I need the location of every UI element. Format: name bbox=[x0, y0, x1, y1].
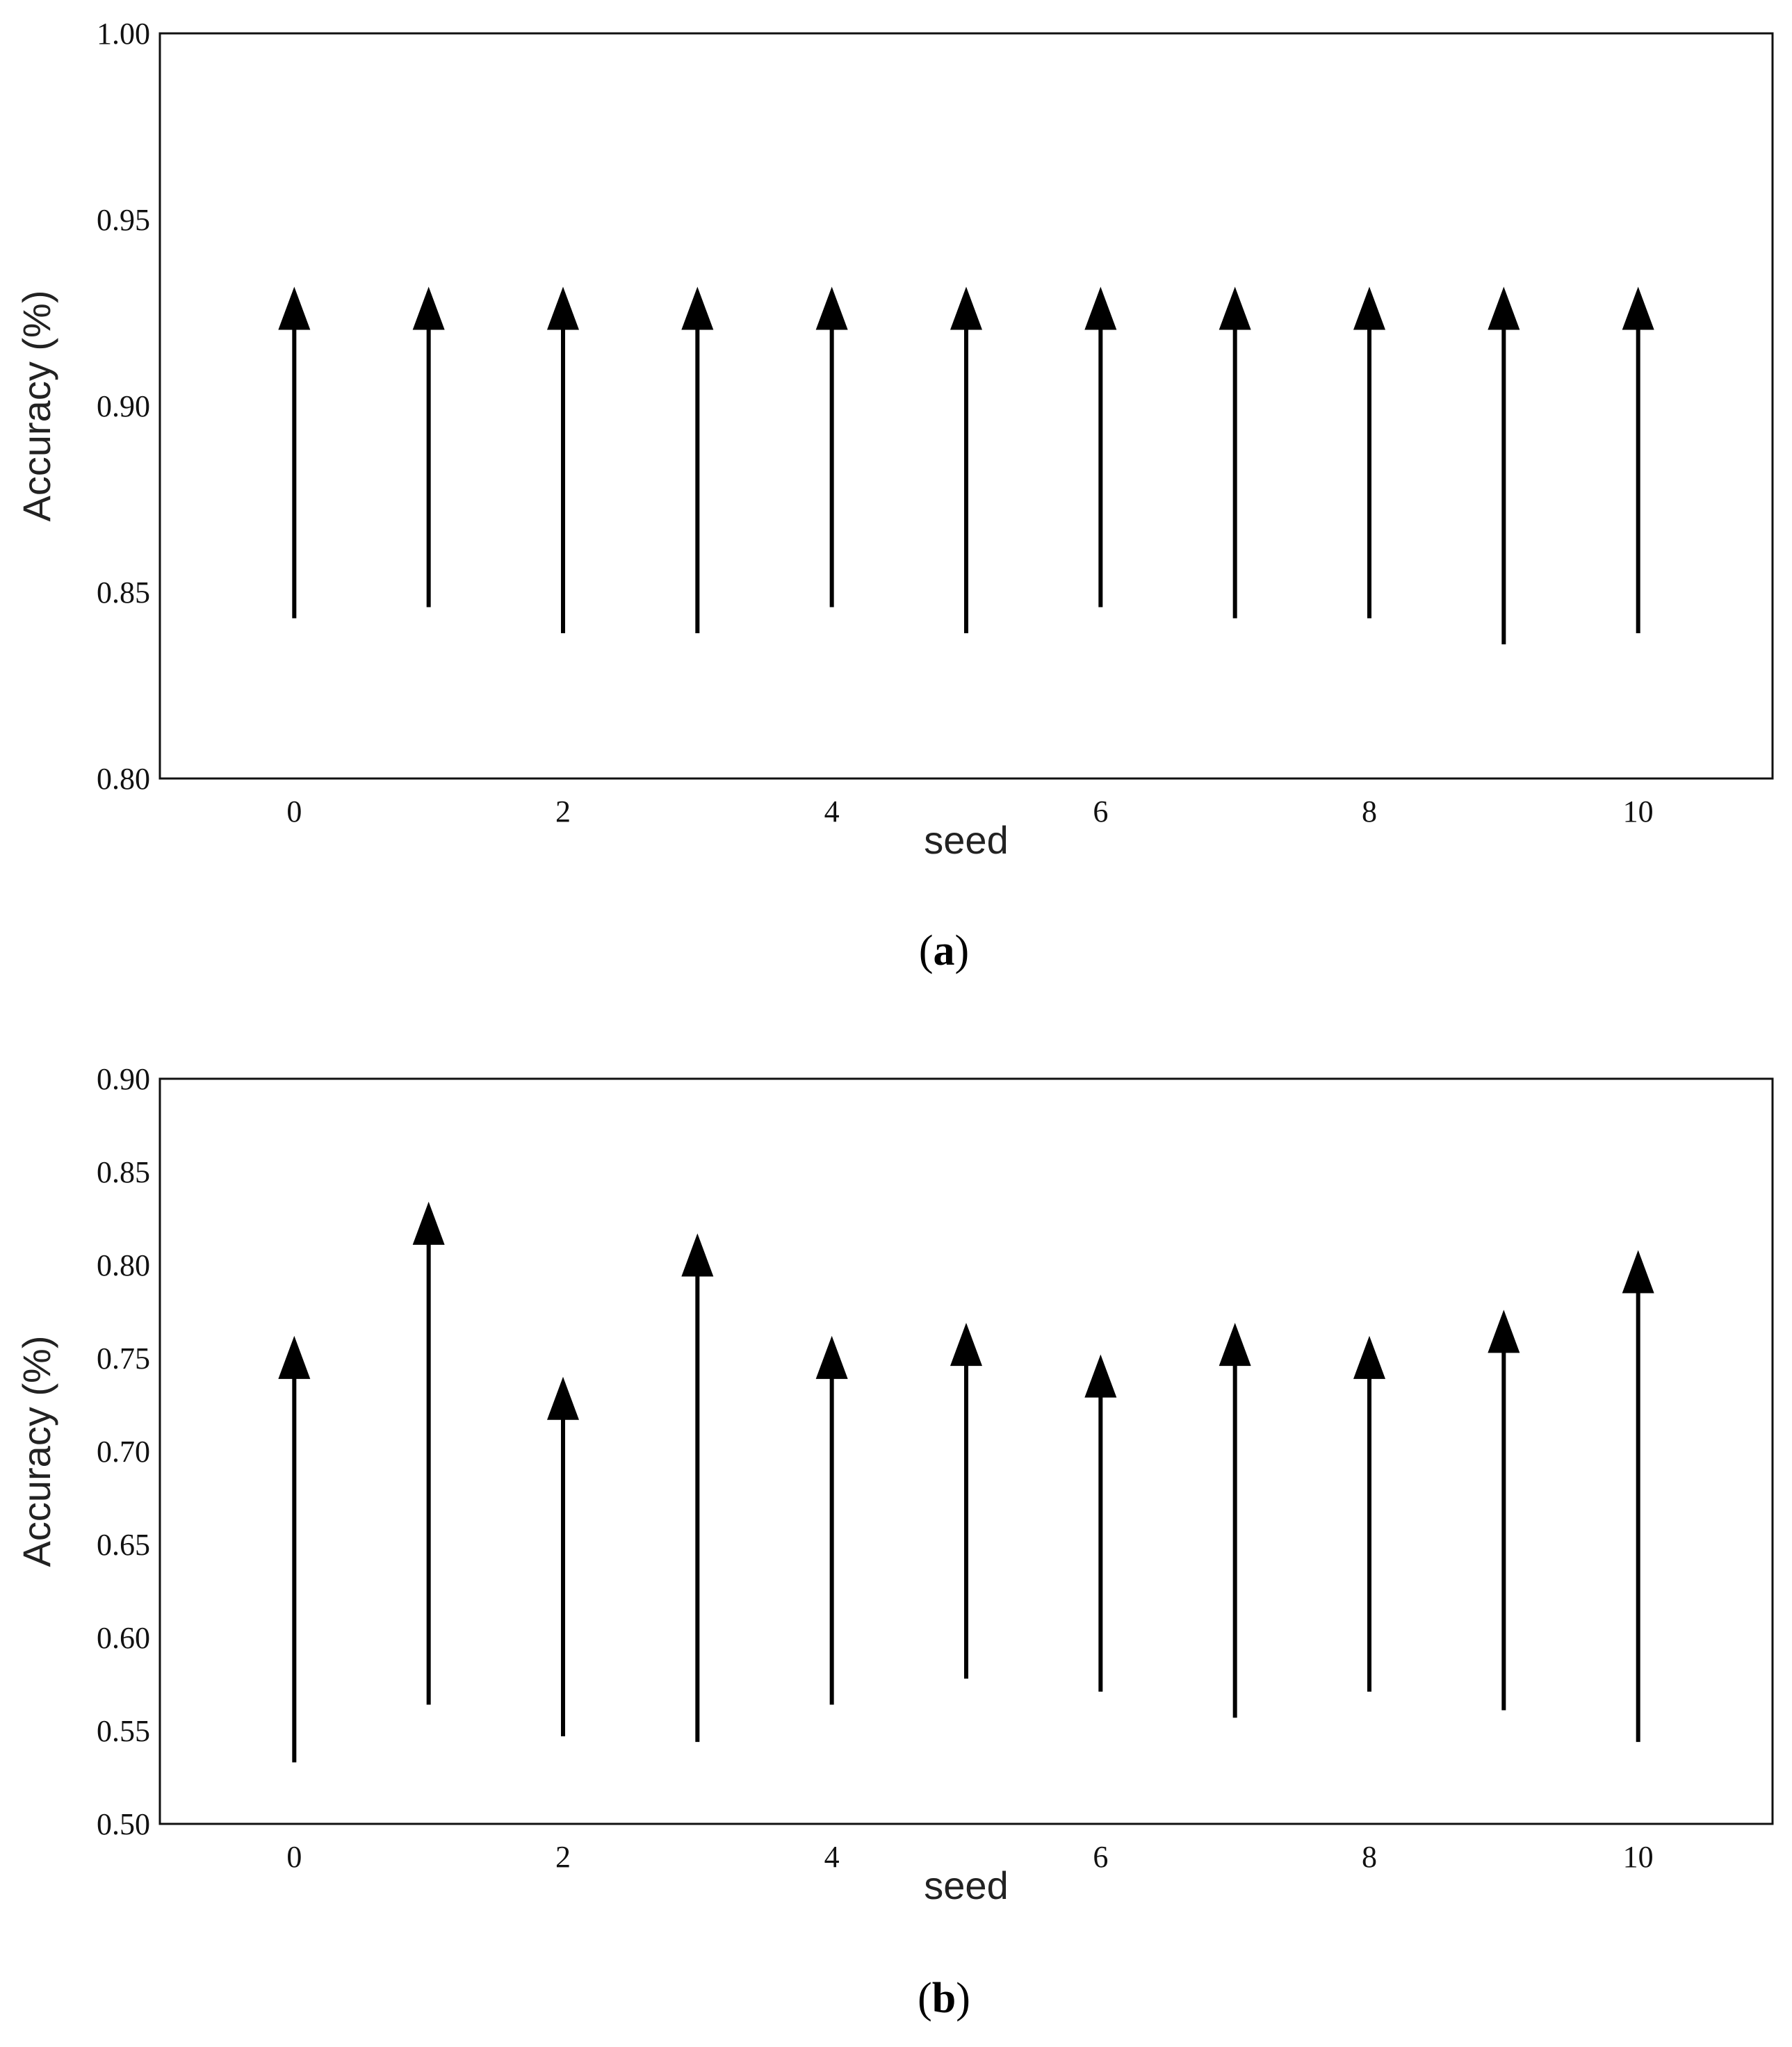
arrow-head bbox=[1488, 286, 1520, 330]
chart-panel-b: 0.50 0.55 0.60 0.65 0.70 0.75 0.80 0.85 0.90 0 2 4… bbox=[15, 1062, 1774, 2022]
panel-label-b: (b) bbox=[918, 1975, 970, 2022]
plot-frame bbox=[158, 32, 1774, 780]
y-tick-label: 0.80 bbox=[97, 762, 150, 796]
arrow-mark bbox=[1219, 286, 1251, 619]
arrow-head bbox=[950, 286, 982, 330]
x-tick-label: 0 bbox=[286, 794, 302, 829]
arrow-head bbox=[681, 286, 714, 330]
arrow-mark bbox=[1353, 1335, 1385, 1692]
x-tick-labels: 0 2 4 6 8 10 bbox=[286, 794, 1653, 829]
arrow-mark bbox=[950, 286, 982, 633]
arrow-mark bbox=[815, 286, 848, 607]
x-axis-label: seed bbox=[924, 818, 1008, 862]
panel-label-a: (a) bbox=[919, 927, 969, 974]
arrow-mark bbox=[1353, 286, 1385, 619]
y-tick-labels: 0.80 0.85 0.90 0.95 1.00 bbox=[97, 17, 150, 796]
y-tick-label: 0.95 bbox=[97, 203, 150, 237]
arrow-series bbox=[278, 286, 1654, 645]
x-tick-label: 8 bbox=[1362, 1840, 1377, 1874]
arrow-head bbox=[412, 286, 445, 330]
x-tick-label: 2 bbox=[555, 1840, 571, 1874]
arrow-mark bbox=[278, 286, 311, 619]
arrow-head bbox=[278, 286, 311, 330]
arrow-head bbox=[1488, 1310, 1520, 1353]
arrow-head bbox=[1219, 1323, 1251, 1367]
y-tick-label: 0.70 bbox=[97, 1435, 150, 1469]
x-tick-label: 8 bbox=[1362, 794, 1377, 829]
y-tick-label: 0.65 bbox=[97, 1528, 150, 1562]
arrow-mark bbox=[1219, 1323, 1251, 1718]
arrow-head bbox=[547, 286, 579, 330]
plot-frame bbox=[158, 1077, 1774, 1825]
arrow-mark bbox=[681, 286, 714, 633]
arrow-head bbox=[815, 1335, 848, 1379]
x-tick-label: 4 bbox=[824, 1840, 840, 1874]
arrow-mark bbox=[1488, 1310, 1520, 1711]
y-tick-label: 0.85 bbox=[97, 1155, 150, 1189]
arrow-mark bbox=[547, 1376, 579, 1737]
arrow-mark bbox=[681, 1233, 714, 1743]
y-tick-label: 0.80 bbox=[97, 1248, 150, 1282]
arrow-head bbox=[950, 1323, 982, 1367]
y-tick-label: 0.90 bbox=[97, 389, 150, 423]
y-axis-label: Accuracy (%) bbox=[15, 291, 58, 522]
arrow-head bbox=[1084, 286, 1117, 330]
arrow-head bbox=[1084, 1354, 1117, 1398]
arrow-head bbox=[1622, 1250, 1654, 1294]
arrow-mark bbox=[547, 286, 579, 633]
arrow-mark bbox=[412, 1201, 445, 1705]
x-tick-label: 2 bbox=[555, 794, 571, 829]
arrow-mark bbox=[412, 286, 445, 607]
arrow-head bbox=[278, 1335, 311, 1379]
y-tick-label: 0.75 bbox=[97, 1341, 150, 1376]
arrow-mark bbox=[1622, 1250, 1654, 1743]
chart-panel-a: 0.80 0.85 0.90 0.95 1.00 0 2 4 6 8 10 seed Accura… bbox=[15, 17, 1774, 974]
arrow-series bbox=[278, 1201, 1654, 1763]
arrow-head bbox=[815, 286, 848, 330]
arrow-head bbox=[547, 1376, 579, 1420]
x-axis-label: seed bbox=[924, 1863, 1008, 1907]
arrow-mark bbox=[1084, 286, 1117, 607]
x-tick-label: 10 bbox=[1623, 794, 1654, 829]
arrow-head bbox=[1353, 1335, 1385, 1379]
arrow-head bbox=[412, 1201, 445, 1245]
arrow-mark bbox=[278, 1335, 311, 1763]
y-tick-label: 0.50 bbox=[97, 1807, 150, 1841]
x-tick-label: 10 bbox=[1623, 1840, 1654, 1874]
x-tick-label: 0 bbox=[286, 1840, 302, 1874]
arrow-mark bbox=[950, 1323, 982, 1679]
y-tick-label: 0.60 bbox=[97, 1621, 150, 1655]
y-tick-label: 1.00 bbox=[97, 17, 150, 51]
x-tick-labels: 0 2 4 6 8 10 bbox=[286, 1840, 1653, 1874]
y-axis-label: Accuracy (%) bbox=[15, 1336, 58, 1567]
x-tick-label: 4 bbox=[824, 794, 840, 829]
arrow-head bbox=[1353, 286, 1385, 330]
arrow-mark bbox=[815, 1335, 848, 1705]
arrow-head bbox=[1622, 286, 1654, 330]
y-tick-label: 0.90 bbox=[97, 1062, 150, 1096]
arrow-head bbox=[1219, 286, 1251, 330]
x-tick-label: 6 bbox=[1093, 1840, 1108, 1874]
y-tick-label: 0.85 bbox=[97, 576, 150, 610]
y-tick-labels: 0.50 0.55 0.60 0.65 0.70 0.75 0.80 0.85 0.90 bbox=[97, 1062, 150, 1841]
panel-letter-a: a bbox=[934, 927, 955, 974]
panel-letter-b: b bbox=[932, 1975, 956, 2022]
arrow-mark bbox=[1488, 286, 1520, 645]
x-tick-label: 6 bbox=[1093, 794, 1108, 829]
arrow-mark bbox=[1622, 286, 1654, 633]
arrow-mark bbox=[1084, 1354, 1117, 1692]
y-tick-label: 0.55 bbox=[97, 1714, 150, 1748]
arrow-head bbox=[681, 1233, 714, 1277]
